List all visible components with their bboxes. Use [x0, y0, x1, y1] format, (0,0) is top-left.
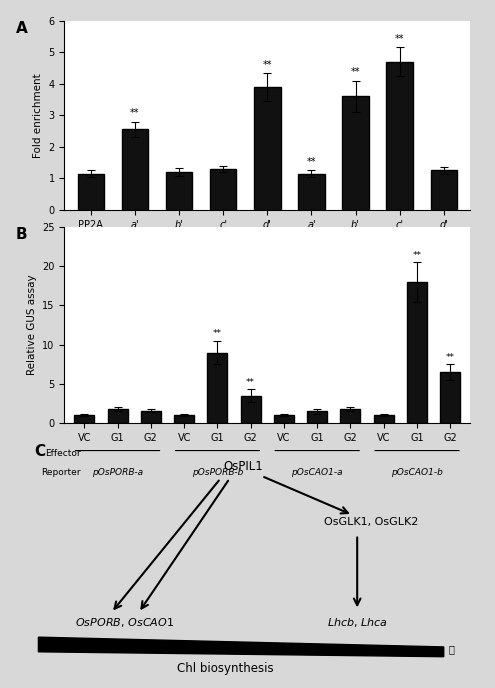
- Bar: [141, 411, 161, 423]
- Text: C: C: [34, 444, 45, 459]
- Text: **: **: [246, 378, 255, 387]
- Text: pOsPORB-a: pOsPORB-a: [92, 469, 143, 477]
- Text: Chl biosynthesis: Chl biosynthesis: [177, 663, 273, 676]
- Bar: [387, 62, 413, 210]
- Bar: [107, 409, 128, 423]
- Bar: [74, 416, 94, 423]
- Text: pOsPORB: pOsPORB: [178, 310, 224, 320]
- Bar: [341, 409, 360, 423]
- Bar: [374, 416, 394, 423]
- Bar: [441, 372, 460, 423]
- Bar: [241, 396, 261, 423]
- Text: **: **: [130, 109, 140, 118]
- Text: A: A: [16, 21, 27, 36]
- Text: **: **: [213, 330, 222, 338]
- Bar: [431, 171, 457, 210]
- Text: Effector: Effector: [46, 449, 81, 458]
- Text: **: **: [446, 353, 455, 362]
- Text: OsPIL1: OsPIL1: [223, 460, 263, 473]
- Text: 🌱: 🌱: [448, 645, 454, 654]
- Bar: [274, 416, 294, 423]
- Polygon shape: [39, 637, 444, 656]
- Text: **: **: [307, 158, 316, 167]
- Bar: [207, 352, 227, 423]
- Text: **: **: [262, 60, 272, 69]
- Text: **: **: [351, 67, 360, 78]
- Bar: [166, 172, 192, 210]
- Text: $\it{OsPORB}$, $\it{OsCAO1}$: $\it{OsPORB}$, $\it{OsCAO1}$: [75, 616, 175, 629]
- Text: pOsCAO1-a: pOsCAO1-a: [292, 469, 343, 477]
- Text: pOsCAO1-b: pOsCAO1-b: [391, 469, 443, 477]
- Y-axis label: Relative GUS assay: Relative GUS assay: [27, 275, 37, 376]
- Text: **: **: [412, 251, 422, 260]
- Bar: [122, 129, 148, 210]
- Bar: [298, 173, 325, 210]
- Text: Reporter: Reporter: [42, 469, 81, 477]
- Y-axis label: Fold enrichment: Fold enrichment: [33, 73, 43, 158]
- Bar: [254, 87, 281, 210]
- Bar: [174, 416, 194, 423]
- Bar: [210, 169, 237, 210]
- Text: OsGLK1, OsGLK2: OsGLK1, OsGLK2: [324, 517, 418, 528]
- Text: **: **: [395, 34, 404, 44]
- Bar: [78, 173, 104, 210]
- Text: pOsCAO1: pOsCAO1: [354, 310, 401, 320]
- Text: $\it{Lhcb}$, $\it{Lhca}$: $\it{Lhcb}$, $\it{Lhca}$: [327, 616, 388, 629]
- Bar: [307, 411, 327, 423]
- Text: pOsPORB-b: pOsPORB-b: [192, 469, 243, 477]
- Bar: [343, 96, 369, 210]
- Bar: [407, 282, 427, 423]
- Text: B: B: [16, 227, 27, 242]
